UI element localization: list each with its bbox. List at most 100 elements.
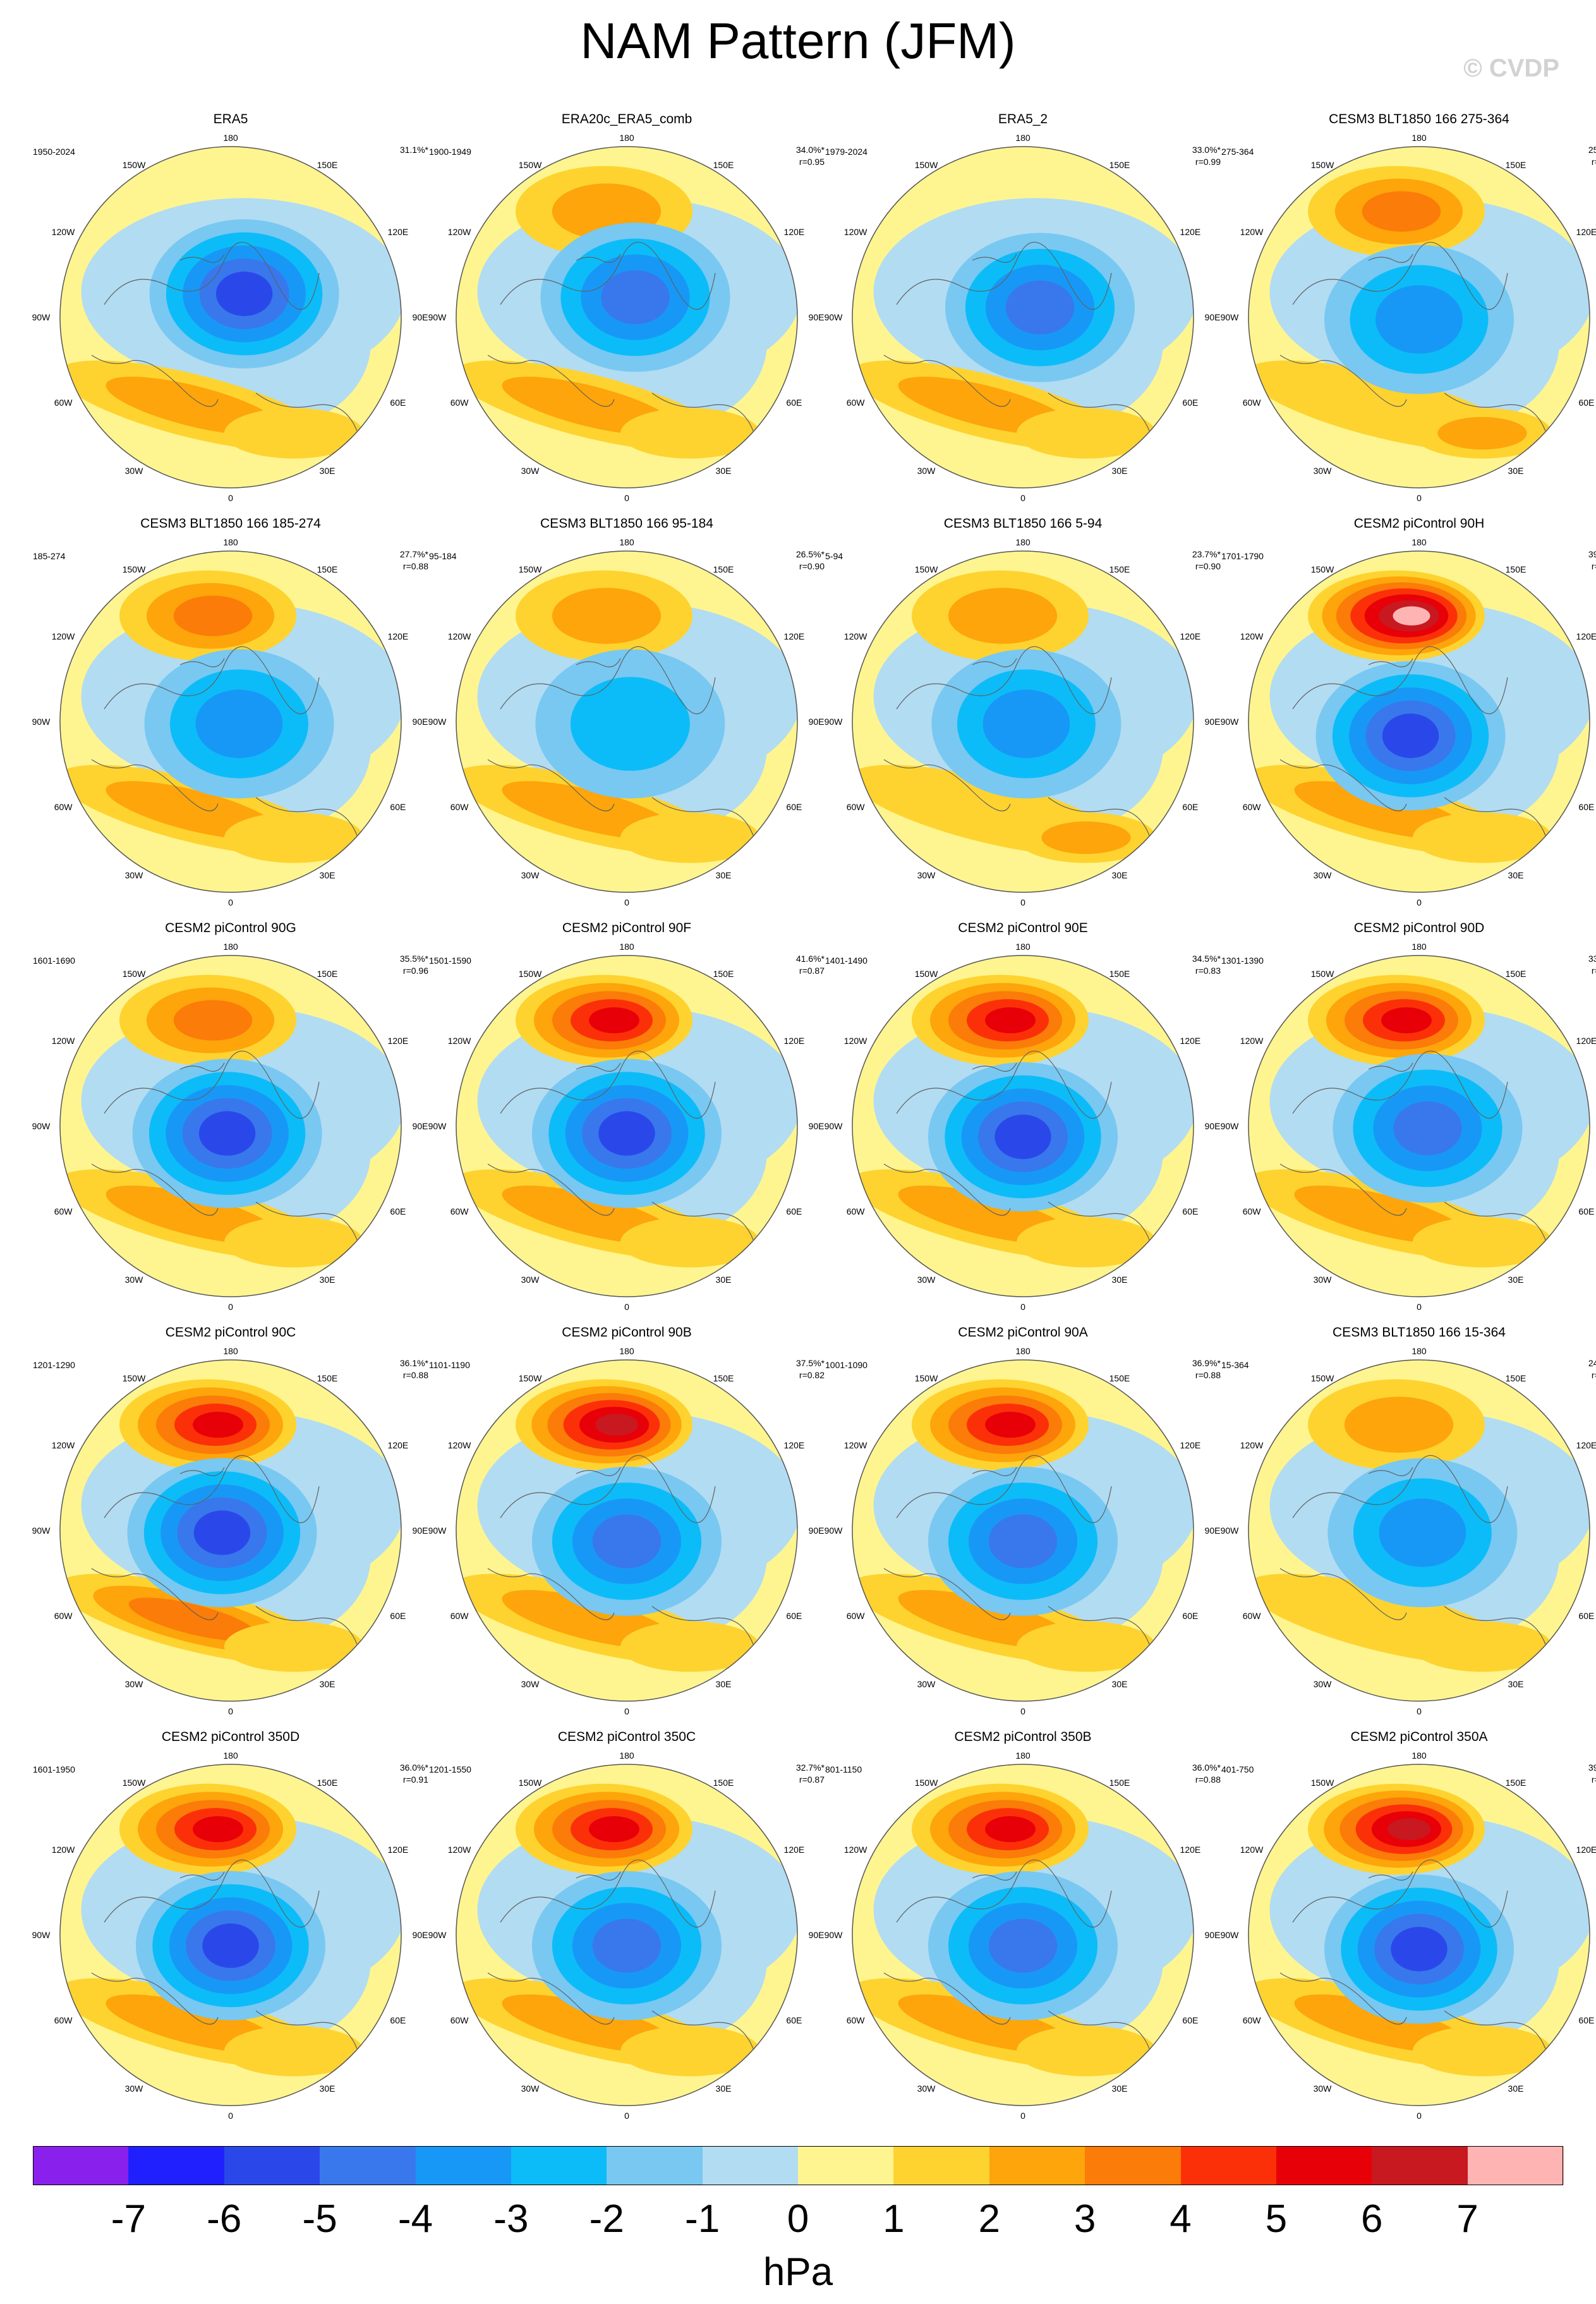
pattern-correlation: r=0.81 [1591,561,1596,571]
longitude-label: 30W [124,1678,143,1689]
longitude-label: 180 [1015,537,1031,547]
longitude-label: 60W [54,1611,73,1621]
colorbar [33,2146,1564,2185]
longitude-label: 60E [1578,802,1595,812]
longitude-label: 60E [1182,1611,1199,1621]
coastline [91,646,358,836]
watermark: © CVDP [1463,54,1559,82]
colorbar-tick-label: -3 [493,2197,529,2241]
figure-title: NAM Pattern (JFM) [580,13,1016,69]
variance-percent: 34.0%* [795,145,825,155]
longitude-label: 150W [1310,160,1334,171]
longitude-label: 150W [914,1778,938,1788]
longitude-label: 120W [447,631,471,641]
longitude-label: 30E [319,870,336,880]
european-high-contour [1413,1216,1552,1268]
longitude-label: 0 [1020,493,1025,503]
longitude-label: 90W [1220,312,1239,322]
european-high-contour [1017,2025,1156,2077]
panel-period: 1950-2024 [33,147,75,157]
panel-title: CESM3 BLT1850 166 95-184 [540,516,713,531]
arctic-low-contour [988,1919,1058,1973]
map-boundary [456,955,798,1297]
map-boundary [1248,550,1590,893]
longitude-label: 0 [228,897,233,907]
longitude-label: 0 [228,1706,233,1716]
longitude-label: 30E [319,465,336,476]
map-boundary [852,550,1194,893]
colorbar-unit: hPa [763,2250,833,2294]
longitude-label: 90W [428,717,447,727]
longitude-label: 150E [713,564,734,575]
pattern-correlation: r=0.86 [1591,966,1596,976]
longitude-label: 90E [412,1525,428,1536]
pacific-high-contour [1362,191,1441,232]
panel-period: 1001-1090 [825,1360,868,1370]
colorbar-tick-label: 4 [1170,2197,1192,2241]
panel-variance: 24.9%* r=0.90 [1588,1357,1596,1381]
longitude-label: 30E [1508,1274,1524,1285]
longitude-label: 150E [713,969,734,979]
longitude-label: 0 [1020,1302,1025,1312]
colorbar-cell [224,2146,320,2185]
pattern-correlation: r=0.82 [799,1370,825,1380]
longitude-label: 150W [122,564,146,575]
polar-map [456,1359,798,1702]
panel-title: CESM2 piControl 90B [562,1325,692,1340]
longitude-label: 120E [1180,227,1201,237]
arctic-low-contour [1375,285,1463,354]
longitude-label: 60W [450,2015,469,2025]
map-panel: CESM2 piControl 90F 1501-1590 41.6%* r=0.87… [428,920,825,1325]
arctic-low-contour [195,689,283,758]
polar-map [59,1359,402,1702]
panel-title: CESM2 piControl 90F [562,921,692,935]
longitude-label: 120E [1576,1036,1596,1046]
panel-period: 95-184 [429,551,457,561]
longitude-label: 120E [783,631,805,641]
arctic-low-contour [198,1111,256,1156]
longitude-label: 60W [1242,1611,1261,1621]
longitude-label: 150E [713,1373,734,1384]
panel-title: CESM2 piControl 90H [1353,516,1485,531]
longitude-label: 0 [624,493,629,503]
map-boundary [59,1359,402,1702]
coastline [91,1455,358,1645]
longitude-label: 120E [1180,1036,1201,1046]
longitude-label: 0 [624,2111,629,2121]
longitude-label: 60E [1182,2015,1199,2025]
variance-percent: 36.1%* [399,1358,428,1368]
longitude-label: 120W [51,1036,75,1046]
longitude-label: 30W [917,870,936,880]
longitude-label: 180 [1412,1346,1427,1356]
longitude-label: 60E [1182,802,1199,812]
coastline [883,1455,1150,1645]
european-high-contour [224,1621,363,1672]
arctic-low-contour [592,1919,662,1973]
map-boundary [456,146,798,488]
longitude-label: 0 [624,1302,629,1312]
longitude-label: 120E [1180,1845,1201,1855]
longitude-label: 120E [1576,227,1596,237]
longitude-label: 120E [1180,631,1201,641]
variance-percent: 32.7%* [795,1762,825,1773]
longitude-label: 150W [122,1778,146,1788]
map-panel: CESM2 piControl 350A 401-750 39.0%*r=0.88 1… [1221,1729,1596,2133]
panel-title: CESM2 piControl 350C [557,1730,696,1744]
colorbar-cell [1276,2146,1372,2185]
european-high-contour [620,1621,759,1672]
longitude-label: 150W [1310,564,1334,575]
coastline [1279,241,1546,432]
longitude-label: 150W [518,1373,542,1384]
longitude-label: 30E [1508,1678,1524,1689]
longitude-label: 30E [1111,870,1128,880]
variance-percent: 34.5%* [1192,954,1221,964]
coastline [91,1050,358,1240]
polar-map [59,550,402,893]
arctic-low-contour [570,677,690,771]
map-panel: CESM2 piControl 90E 1401-1490 34.5%* r=0.83… [825,920,1221,1325]
colorbar-cell [33,2146,129,2185]
panel-period: 1601-1950 [33,1764,75,1774]
pacific-high-contour [193,1816,243,1843]
longitude-label: 150E [1109,969,1130,979]
